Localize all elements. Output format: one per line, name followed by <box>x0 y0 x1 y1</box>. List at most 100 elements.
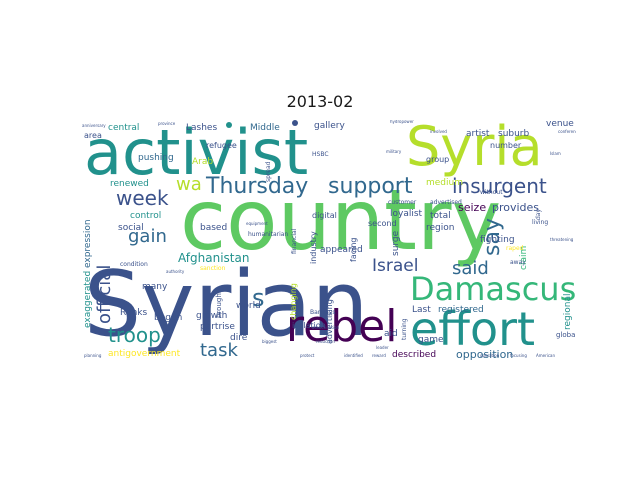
word-thursday: Thursday <box>206 174 309 199</box>
word-raped: raped <box>506 245 524 252</box>
word-activist: activist <box>84 120 309 189</box>
word-surge: surge <box>391 230 401 256</box>
word-dire: dire <box>230 333 248 343</box>
word-suburb: suburb <box>498 129 530 139</box>
word-sanction: sanction <box>200 265 226 272</box>
word-day: day <box>535 208 542 220</box>
word-refugee: refugee <box>206 141 237 150</box>
word-assassination: assassination <box>312 325 339 330</box>
word-gain: gain <box>128 226 167 247</box>
word-anniversary: anniversary <box>82 123 106 128</box>
word-venue: venue <box>546 120 574 129</box>
word-islam: Islam <box>550 151 561 156</box>
word-renewed: renewed <box>110 179 149 189</box>
word-threatening: threatening <box>550 237 574 242</box>
word-area: area <box>84 131 102 140</box>
word-week: week <box>116 186 169 210</box>
decorative-dot <box>292 120 298 126</box>
word-away: away <box>510 259 526 266</box>
word-identified: identified <box>344 353 363 358</box>
word-second: second <box>368 219 397 228</box>
word-insurgent: insurgent <box>452 174 547 198</box>
word-customer: customer <box>388 199 417 206</box>
word-without: without <box>480 189 503 196</box>
word-authority: authority <box>166 269 185 274</box>
word-expression: expression <box>83 219 93 268</box>
word-aid: aid <box>384 329 398 339</box>
word-biggest: biggest <box>262 339 277 344</box>
word-pushing: pushing <box>138 153 174 163</box>
word-control: control <box>130 211 162 221</box>
word-leader: leader <box>376 345 389 350</box>
word-american: American <box>536 353 556 358</box>
word-protect: protect <box>300 353 315 358</box>
word-region: region <box>426 223 455 233</box>
word-world: world <box>236 301 261 311</box>
word-s: s <box>252 284 265 312</box>
word-central: central <box>108 123 140 133</box>
word-changing: changing <box>289 283 298 320</box>
word-financial: financial <box>291 228 298 254</box>
word-focusing: focusing <box>510 353 527 358</box>
word-turning: turning <box>401 318 408 340</box>
word-group: group <box>426 155 450 164</box>
word-game: game <box>418 335 444 345</box>
word-planning: planning <box>84 353 102 358</box>
word-opposition: opposition <box>456 348 514 361</box>
word-regional: regional <box>563 293 573 330</box>
word-syrian: Syrian <box>84 252 369 357</box>
word-medium: medium <box>426 178 463 188</box>
word-advertised: advertised <box>430 199 462 206</box>
word-wa: wa <box>176 174 202 195</box>
word-provides: provides <box>492 201 540 214</box>
word-equipment: equipment <box>246 221 268 226</box>
word-said: said <box>452 258 489 279</box>
word-living: living <box>532 219 549 226</box>
word-facing: facing <box>349 237 358 263</box>
word-support: support <box>328 174 413 199</box>
word-industry: industry <box>309 231 318 264</box>
word-appeared: appeared <box>320 245 363 255</box>
word-country: country <box>180 171 502 269</box>
word-military: military <box>386 149 402 154</box>
word-condition: condition <box>120 261 148 268</box>
word-afghanistan: Afghanistan <box>178 251 250 265</box>
word-global: global <box>556 331 576 339</box>
word-digital: digital <box>312 211 337 220</box>
word-reward: reward <box>372 353 386 358</box>
decorative-dot <box>226 122 232 128</box>
word-ranks: Ranks <box>120 308 148 318</box>
word-growth: growth <box>196 311 228 321</box>
word-humanitarian: humanitarian <box>248 231 289 238</box>
word-fighting: fighting <box>480 235 515 245</box>
word-troop: troop <box>108 323 161 347</box>
word-task: task <box>200 340 238 361</box>
word-seize: seize <box>458 201 487 214</box>
word-operation: operation <box>480 353 500 358</box>
word-last: Last <box>412 305 431 315</box>
word-brought: brought <box>215 290 223 318</box>
word-cloud: country Syrian activist Syria effort reb… <box>80 120 576 363</box>
word-artist: artist <box>466 129 490 139</box>
word-lashes: Lashes <box>186 123 218 133</box>
word-official: official <box>94 264 115 324</box>
word-isolation: isolation <box>292 321 326 330</box>
word-barclays: Barclays <box>310 309 336 316</box>
word-israel: Israel <box>372 256 419 276</box>
word-number: number <box>490 141 522 150</box>
word-rebel: rebel <box>286 301 398 352</box>
word-syria: Syria <box>406 120 543 178</box>
word-exaggerated: exaggerated <box>83 270 93 328</box>
word-social: social <box>118 223 144 233</box>
word-antigovernment: antigovernment <box>108 349 181 359</box>
word-involved: involved <box>430 129 447 134</box>
word-province: province <box>158 121 176 126</box>
word-effort: effort <box>410 302 536 356</box>
chart-title: 2013-02 <box>286 92 354 111</box>
word-spread: spread <box>265 161 272 182</box>
word-begun: begun <box>154 313 183 323</box>
word-registered: registered <box>438 305 484 315</box>
word-middle: Middle <box>250 123 280 133</box>
word-gallery: gallery <box>314 121 345 131</box>
word-hsbc: HSBC <box>312 151 329 158</box>
